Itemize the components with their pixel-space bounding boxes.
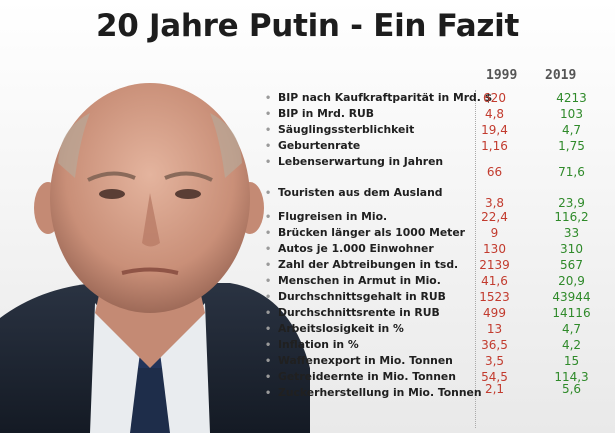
- value-2019: 310: [560, 242, 583, 256]
- value-1999: 9: [490, 226, 499, 240]
- table-row: • Durchschnittsgehalt in RUB 1523 43944: [262, 289, 602, 306]
- value-2019: 567: [560, 258, 583, 272]
- table-row: • Geburtenrate 1,16 1,75: [262, 138, 602, 155]
- bullet-icon: •: [266, 385, 271, 399]
- bullet-icon: •: [266, 90, 271, 104]
- bullet-icon: •: [266, 122, 271, 136]
- row-label: Durchschnittsgehalt in RUB: [278, 290, 446, 303]
- bullet-icon: •: [266, 241, 271, 255]
- value-1999: 66: [486, 165, 503, 179]
- bullet-icon: •: [266, 305, 271, 319]
- value-2019: 4213: [556, 91, 587, 105]
- table-row: • Autos je 1.000 Einwohner 130 310: [262, 241, 602, 258]
- value-2019: 15: [563, 354, 580, 368]
- value-1999: 4,8: [484, 107, 505, 121]
- page-title: 20 Jahre Putin - Ein Fazit: [96, 8, 519, 44]
- column-header-2019: 2019: [545, 68, 577, 83]
- value-2019: 4,2: [561, 338, 582, 352]
- value-2019: 4,7: [561, 322, 582, 336]
- row-label: Waffenexport in Mio. Tonnen: [278, 354, 453, 367]
- value-1999: 130: [483, 242, 506, 256]
- table-row: • Brücken länger als 1000 Meter 9 33: [262, 225, 602, 242]
- row-label: Autos je 1.000 Einwohner: [278, 242, 434, 255]
- bullet-icon: •: [266, 257, 271, 271]
- value-2019: 71,6: [558, 165, 585, 179]
- row-label: Durchschnittsrente in RUB: [278, 306, 440, 319]
- row-label: Lebenserwartung in Jahren: [278, 155, 444, 168]
- value-1999: 3,8: [484, 196, 505, 210]
- value-2019: 114,3: [554, 370, 589, 384]
- row-label: Touristen aus dem Ausland: [278, 186, 443, 199]
- value-1999: 36,5: [481, 338, 508, 352]
- value-2019: 5,6: [561, 382, 582, 396]
- value-1999: 1523: [479, 290, 510, 304]
- table-row: • BIP nach Kaufkraftparität in Mrd. $620 4…: [262, 90, 602, 107]
- table-row: • Inflation in % 36,5 4,2: [262, 337, 602, 354]
- row-label: Geburtenrate: [278, 139, 361, 152]
- table-row: • Menschen in Armut in Mio. 41,6 20,9: [262, 273, 602, 290]
- table-row: • Waffenexport in Mio. Tonnen 3,5 15: [262, 353, 602, 370]
- value-1999: 1,16: [481, 139, 508, 153]
- value-1999: 19,4: [481, 123, 508, 137]
- value-2019: 14116: [552, 306, 591, 320]
- table-row: • Lebenserwartung in Jahren 66 71,6: [262, 154, 602, 179]
- row-label: Arbeitslosigkeit in %: [278, 322, 404, 335]
- bullet-icon: •: [266, 154, 271, 168]
- value-1999: 3,5: [484, 354, 505, 368]
- bullet-icon: •: [266, 273, 271, 287]
- table-row: • Durchschnittsrente in RUB 499 14116: [262, 305, 602, 322]
- row-label: BIP in Mrd. RUB: [278, 107, 375, 120]
- bullet-icon: •: [266, 138, 271, 152]
- table-row: • Zahl der Abtreibungen in tsd. 2139 567: [262, 257, 602, 274]
- value-1999: 620: [483, 91, 506, 105]
- table-row: • Flugreisen in Mio. 22,4 116,2: [262, 209, 602, 226]
- value-1999: 22,4: [481, 210, 508, 224]
- row-label: Zuckerherstellung in Mio. Tonnen: [278, 386, 482, 399]
- bullet-icon: •: [266, 369, 271, 383]
- column-header-1999: 1999: [486, 68, 518, 83]
- value-1999: 13: [486, 322, 503, 336]
- row-label: BIP nach Kaufkraftparität in Mrd. $: [278, 91, 493, 104]
- row-label: Zahl der Abtreibungen in tsd.: [278, 258, 459, 271]
- table-row: • Getreideernte in Mio. Tonnen 54,5 114,3: [262, 369, 602, 386]
- table-row: • Arbeitslosigkeit in % 13 4,7: [262, 321, 602, 338]
- value-2019: 116,2: [554, 210, 589, 224]
- table-row: • Touristen aus dem Ausland 3,8 23,9: [262, 185, 602, 210]
- bullet-icon: •: [266, 225, 271, 239]
- portrait-photo: [0, 83, 310, 433]
- value-1999: 41,6: [481, 274, 508, 288]
- table-row: • Zuckerherstellung in Mio. Tonnen 2,1 5,6: [262, 382, 602, 402]
- row-label: Inflation in %: [278, 338, 359, 351]
- value-2019: 4,7: [561, 123, 582, 137]
- bullet-icon: •: [266, 353, 271, 367]
- value-2019: 1,75: [558, 139, 585, 153]
- column-divider: [475, 90, 476, 428]
- value-1999: 2,1: [484, 382, 505, 396]
- value-1999: 499: [483, 306, 506, 320]
- value-2019: 20,9: [558, 274, 585, 288]
- bullet-icon: •: [266, 209, 271, 223]
- value-1999: 2139: [479, 258, 510, 272]
- value-2019: 43944: [552, 290, 591, 304]
- row-label: Brücken länger als 1000 Meter: [278, 226, 465, 239]
- row-label: Getreideernte in Mio. Tonnen: [278, 370, 456, 383]
- row-label: Säuglingssterblichkeit: [278, 123, 415, 136]
- bullet-icon: •: [266, 106, 271, 120]
- row-label: Flugreisen in Mio.: [278, 210, 388, 223]
- value-2019: 33: [563, 226, 580, 240]
- value-2019: 103: [560, 107, 583, 121]
- value-1999: 54,5: [481, 370, 508, 384]
- bullet-icon: •: [266, 185, 271, 199]
- table-row: • Säuglingssterblichkeit 19,4 4,7: [262, 122, 602, 139]
- bullet-icon: •: [266, 337, 271, 351]
- bullet-icon: •: [266, 321, 271, 335]
- value-2019: 23,9: [558, 196, 585, 210]
- table-row: • BIP in Mrd. RUB 4,8 103: [262, 106, 602, 123]
- bullet-icon: •: [266, 289, 271, 303]
- row-label: Menschen in Armut in Mio.: [278, 274, 441, 287]
